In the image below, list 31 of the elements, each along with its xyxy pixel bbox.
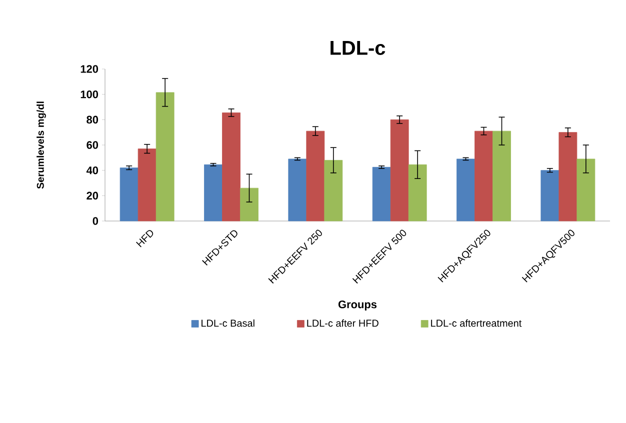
legend-label: LDL-c Basal [202,319,254,327]
x-axis-title: Groups [338,300,377,310]
y-tick-label: 120 [80,65,98,73]
bar [492,130,511,222]
chart-title: LDL-c [330,41,386,55]
bar [204,164,222,222]
y-axis-title: Serumlevels mg/dl [36,102,46,189]
legend-label: LDL-c aftertreatment [431,319,522,327]
bar [540,170,560,222]
y-tick-label: 100 [80,90,98,98]
bar [408,164,427,222]
bar [456,158,475,222]
bar [120,168,138,222]
legend-label: LDL-c after HFD [307,319,378,327]
bar [138,148,156,222]
y-tick-label: 0 [92,217,98,225]
bar [240,188,258,222]
bar [288,158,307,222]
bar [324,160,343,222]
bar [306,130,325,222]
bar [576,158,596,222]
bar [156,92,174,222]
bar [222,112,240,222]
y-tick-label: 20 [86,192,98,200]
bar [390,119,409,222]
bar [372,166,391,222]
y-tick-label: 60 [86,141,98,149]
y-tick-label: 40 [86,166,98,174]
bar [558,132,578,222]
y-tick-label: 80 [86,116,98,124]
bar [474,130,493,222]
